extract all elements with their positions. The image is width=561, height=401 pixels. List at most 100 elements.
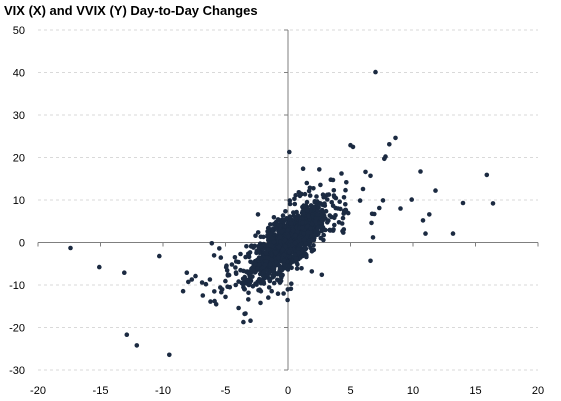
data-point — [271, 239, 277, 245]
data-point — [275, 255, 281, 261]
x-tick-label: -20 — [30, 385, 46, 397]
data-point — [246, 290, 251, 296]
data-point — [180, 288, 186, 294]
data-point — [233, 265, 238, 270]
data-point — [269, 257, 275, 263]
data-point — [370, 235, 376, 240]
data-point — [450, 231, 456, 236]
data-point — [233, 282, 238, 288]
x-tick-label: 20 — [532, 385, 544, 397]
data-point — [409, 197, 415, 202]
data-point — [247, 274, 253, 279]
data-point — [248, 318, 253, 324]
data-point — [323, 208, 329, 214]
data-point — [285, 297, 290, 303]
data-point — [294, 229, 300, 234]
data-point — [273, 250, 279, 255]
y-tick-label: 50 — [13, 25, 25, 37]
data-point — [319, 272, 325, 278]
data-point — [292, 201, 298, 207]
data-point — [271, 269, 277, 275]
data-point — [261, 234, 266, 240]
data-point — [293, 252, 298, 257]
data-point — [134, 343, 140, 348]
data-point — [124, 332, 130, 338]
data-point — [217, 246, 222, 251]
data-point — [281, 262, 287, 267]
data-point — [314, 194, 319, 199]
data-point — [316, 205, 321, 210]
data-point — [274, 225, 279, 231]
x-tick-label: 0 — [285, 385, 291, 397]
x-tick-label: -15 — [93, 385, 109, 397]
y-tick-label: -30 — [9, 365, 25, 377]
data-point — [343, 207, 348, 213]
data-point — [339, 171, 344, 176]
data-point — [286, 249, 292, 255]
data-point — [275, 291, 281, 297]
y-tick-label: -20 — [9, 323, 25, 335]
data-point — [490, 201, 496, 206]
data-point — [280, 213, 286, 218]
data-point — [305, 208, 310, 213]
data-point — [287, 214, 293, 219]
data-point — [296, 246, 301, 252]
data-point — [199, 280, 205, 285]
data-point — [277, 234, 283, 240]
data-point — [255, 212, 261, 217]
data-point — [299, 266, 304, 271]
data-point — [418, 169, 423, 174]
data-point — [308, 245, 313, 251]
data-point — [372, 211, 377, 217]
data-point — [423, 231, 428, 236]
data-point — [209, 241, 215, 246]
x-tick-label: -5 — [221, 385, 231, 397]
data-point — [250, 267, 256, 273]
data-point — [246, 252, 252, 258]
data-point — [340, 215, 346, 221]
data-point — [327, 227, 333, 233]
data-point — [256, 247, 261, 253]
x-tick-label: 10 — [407, 385, 419, 397]
data-point — [211, 253, 217, 258]
data-point — [360, 186, 366, 192]
data-point — [315, 225, 321, 231]
data-point — [460, 200, 466, 206]
data-point — [333, 213, 338, 218]
data-point — [337, 199, 343, 204]
data-point — [212, 289, 217, 294]
data-point — [283, 244, 288, 250]
data-point — [251, 245, 256, 250]
data-point — [393, 135, 398, 141]
data-point — [387, 142, 392, 147]
data-point — [301, 231, 306, 236]
data-point — [292, 196, 297, 202]
data-point — [255, 266, 260, 272]
y-tick-label: -10 — [9, 280, 25, 292]
data-point — [363, 169, 368, 175]
data-point — [283, 209, 288, 214]
data-point — [246, 282, 252, 288]
data-point — [294, 260, 299, 265]
data-point — [304, 254, 309, 260]
data-point — [325, 220, 330, 225]
data-point — [484, 172, 490, 178]
data-point — [288, 286, 294, 292]
data-point — [433, 188, 438, 193]
data-point — [319, 217, 325, 223]
tick-labels: -20 -15 -10 -5 0 5 10 15 20 -30 -20 -10 0 10 20 30 40 50 — [9, 25, 544, 397]
data-point — [276, 244, 282, 250]
y-tick-label: 30 — [13, 110, 25, 122]
y-tick-label: 20 — [13, 153, 25, 165]
data-point — [333, 195, 339, 201]
data-point — [296, 250, 302, 255]
data-point — [308, 226, 313, 231]
data-point — [315, 212, 321, 217]
data-point — [368, 173, 373, 179]
data-point — [259, 244, 264, 249]
data-point — [311, 247, 317, 253]
data-point — [240, 281, 246, 287]
data-point — [223, 265, 229, 270]
data-point — [287, 198, 293, 203]
data-point — [287, 201, 293, 207]
